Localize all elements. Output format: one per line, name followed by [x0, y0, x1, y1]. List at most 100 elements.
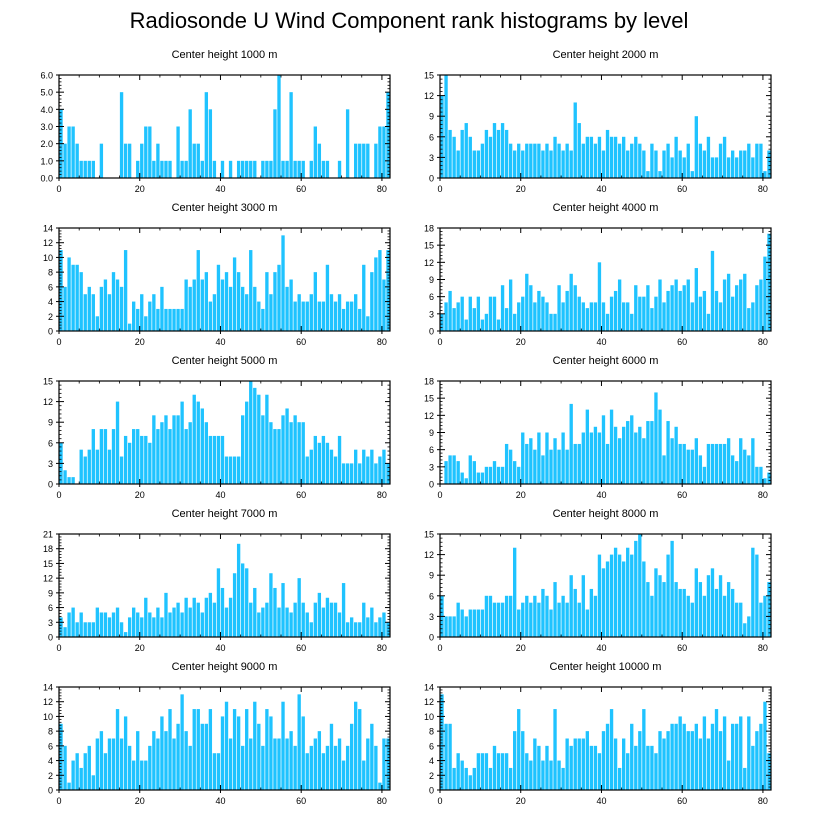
x-tick-label: 40: [596, 184, 606, 194]
panel-title: Center height 8000 m: [553, 508, 659, 520]
histogram-bar: [460, 296, 464, 331]
histogram-bar: [152, 731, 156, 790]
x-tick-label: 20: [516, 490, 526, 500]
histogram-bar: [718, 143, 723, 178]
histogram-bar: [249, 738, 253, 790]
histogram-bar: [208, 435, 213, 484]
histogram-bar: [702, 150, 707, 178]
y-tick-label: 12: [43, 397, 53, 407]
y-tick-label: 0: [429, 327, 434, 337]
histogram-bar: [176, 723, 180, 790]
histogram-bar: [265, 709, 269, 790]
histogram-bar: [75, 143, 79, 178]
histogram-bar: [726, 582, 731, 637]
x-tick-label: 0: [56, 490, 61, 500]
x-tick-label: 0: [437, 184, 442, 194]
histogram-bar: [444, 723, 448, 790]
y-tick-label: 12: [424, 697, 434, 707]
histogram-bar: [452, 136, 456, 178]
histogram-bar: [67, 782, 71, 790]
histogram-bar: [605, 561, 610, 637]
histogram-bar: [500, 753, 505, 790]
histogram-bar: [710, 250, 715, 331]
y-tick-label: 6: [429, 445, 434, 455]
histogram-bar: [476, 609, 481, 637]
histogram-bar: [289, 612, 293, 637]
y-tick-label: 15: [43, 559, 53, 569]
histogram-bar: [349, 617, 354, 637]
histogram-bar: [767, 472, 771, 484]
histogram-bar: [123, 143, 128, 178]
histogram-bar: [718, 575, 723, 637]
histogram-bar: [277, 264, 281, 331]
histogram-bar: [107, 738, 112, 790]
histogram-bar: [329, 602, 334, 637]
histogram-bar: [99, 143, 104, 178]
histogram-bar: [500, 285, 505, 331]
histogram-bar: [293, 160, 297, 178]
histogram-bar: [184, 160, 188, 178]
histogram-bar: [111, 612, 116, 637]
histogram-bar: [484, 466, 489, 484]
histogram-bar: [634, 745, 638, 790]
histogram-bar: [589, 745, 594, 790]
histogram-bar: [156, 738, 160, 790]
histogram-bar: [706, 575, 711, 637]
histogram-bar: [488, 595, 493, 637]
histogram-bar: [281, 701, 285, 790]
histogram-bar: [132, 429, 136, 484]
histogram-bar: [224, 701, 229, 790]
histogram-bar: [686, 143, 690, 178]
y-tick-label: 6: [48, 438, 53, 448]
histogram-bar: [249, 250, 253, 331]
x-tick-label: 80: [377, 490, 387, 500]
histogram-bar: [573, 285, 577, 331]
histogram-bar: [561, 767, 565, 790]
histogram-bar: [160, 286, 164, 331]
histogram-bar: [759, 602, 763, 637]
y-tick-label: 18: [424, 377, 434, 387]
histogram-bar: [686, 595, 690, 637]
histogram-bar: [281, 583, 285, 637]
histogram-bar: [763, 478, 767, 484]
histogram-bar: [662, 302, 666, 331]
histogram-bar: [87, 622, 91, 637]
histogram-bar: [220, 716, 225, 790]
histogram-bar: [513, 461, 517, 484]
histogram-bar: [370, 449, 374, 484]
histogram-bar: [472, 150, 476, 178]
histogram-bar: [333, 456, 338, 484]
y-tick-label: 4: [429, 756, 434, 766]
histogram-bar: [460, 472, 464, 484]
histogram-bar: [605, 313, 610, 331]
histogram-bar: [220, 435, 225, 484]
histogram-bar: [127, 442, 132, 484]
histogram-bar: [549, 150, 553, 178]
histogram-bar: [285, 286, 289, 331]
y-tick-label: 5.0: [40, 88, 53, 98]
histogram-bar: [553, 136, 557, 178]
histogram-bar: [613, 426, 618, 484]
histogram-bar: [638, 296, 642, 331]
histogram-bar: [362, 602, 366, 637]
histogram-bar: [144, 597, 148, 637]
histogram-bar: [75, 622, 79, 637]
histogram-bar: [386, 92, 390, 178]
x-tick-label: 80: [377, 796, 387, 806]
x-tick-label: 80: [377, 643, 387, 653]
x-tick-label: 80: [758, 490, 768, 500]
histogram-bar: [537, 143, 541, 178]
histogram-bar: [176, 602, 180, 637]
histogram-bar: [743, 150, 747, 178]
histogram-bar: [694, 116, 698, 178]
y-tick-label: 2: [48, 771, 53, 781]
histogram-bar: [362, 143, 366, 178]
histogram-bar: [386, 463, 390, 484]
histogram-bar: [755, 143, 759, 178]
x-tick-label: 20: [516, 337, 526, 347]
histogram-bar: [362, 264, 366, 331]
histogram-bar: [273, 109, 277, 178]
histogram-bar: [747, 308, 751, 331]
histogram-bar: [140, 435, 144, 484]
histogram-bar: [605, 129, 610, 178]
